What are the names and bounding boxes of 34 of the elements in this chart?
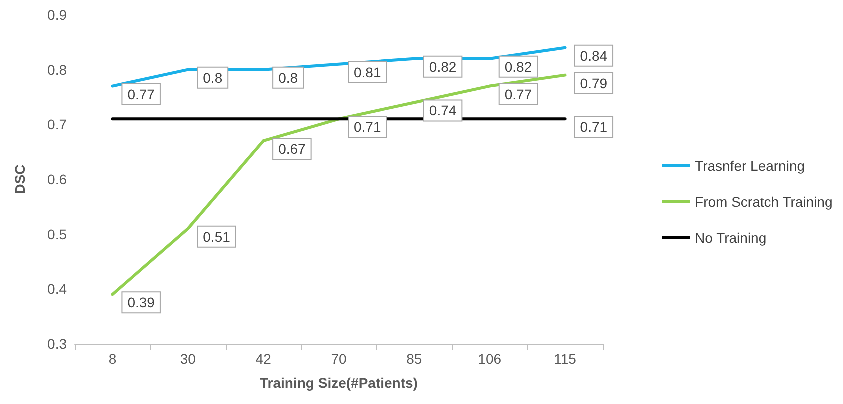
data-label: 0.77 [504,86,532,102]
y-tick-label: 0.3 [48,336,68,352]
y-tick-label: 0.5 [48,226,68,242]
y-tick-label: 0.6 [48,172,68,188]
y-tick-label: 0.8 [48,62,68,78]
y-tick-label: 0.7 [48,116,68,133]
y-tick-label: 0.4 [48,281,68,298]
legend-label: Trasnfer Learning [695,158,806,174]
x-axis-title: Training Size(#Patients) [260,375,418,391]
data-label: 0.74 [429,102,457,119]
x-tick-label: 42 [256,351,272,367]
data-label: 0.67 [278,141,306,158]
data-label: 0.8 [203,70,223,86]
data-label: 0.82 [429,58,457,75]
y-axis-title: DSC [12,164,28,194]
data-label: 0.71 [580,119,608,136]
data-label: 0.82 [504,58,532,75]
x-tick-label: 85 [406,351,422,367]
data-label: 0.79 [580,75,608,92]
data-label: 0.81 [354,64,382,80]
x-tick-label: 106 [478,351,502,367]
legend-label: No Training [695,230,767,246]
x-tick-label: 8 [108,351,117,367]
x-tick-label: 70 [331,351,347,367]
legend-label: From Scratch Training [695,194,833,210]
y-tick-label: 0.9 [48,7,68,23]
data-label: 0.39 [128,294,156,311]
data-label: 0.77 [128,86,156,102]
x-tick-label: 30 [180,351,196,367]
data-label: 0.8 [278,70,298,86]
x-tick-label: 115 [554,351,577,367]
data-label: 0.71 [354,119,382,136]
data-label: 0.84 [580,48,608,64]
data-label: 0.51 [203,228,231,245]
